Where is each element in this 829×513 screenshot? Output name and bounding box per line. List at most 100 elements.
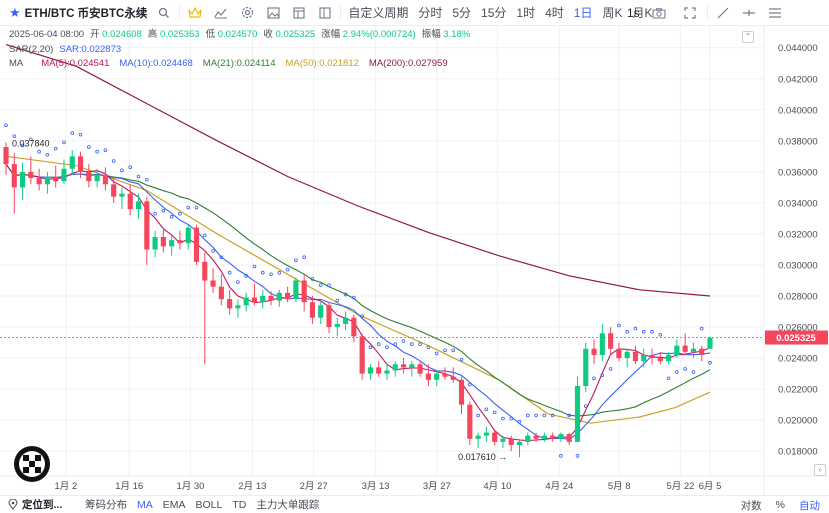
interval-week[interactable]: 周K bbox=[602, 6, 623, 20]
sar-dot bbox=[434, 351, 439, 356]
sar-dot bbox=[310, 277, 315, 281]
candle-body bbox=[210, 280, 216, 287]
candle-body bbox=[44, 176, 50, 185]
candle-body bbox=[467, 404, 473, 439]
sar-dots bbox=[4, 123, 712, 458]
candle-body bbox=[202, 261, 208, 281]
top-toolbar: ★ ETH/BTC 币安BTC永续 自定义周期 分时 5分 15分 1时 4时 … bbox=[0, 0, 829, 26]
sar-dot bbox=[517, 419, 522, 424]
candle-body bbox=[500, 438, 506, 442]
sar-dot bbox=[285, 267, 290, 272]
price-axis: 0.044000 0.042000 0.040000 0.038000 0.036000… bbox=[763, 26, 818, 495]
interval-timeshare[interactable]: 分时 bbox=[418, 6, 443, 20]
sar-indicator-name[interactable]: SAR(2,20) bbox=[9, 43, 54, 55]
chart-grid bbox=[0, 26, 764, 476]
ma200-value: MA(200):0.027959 bbox=[368, 58, 448, 69]
large-order-tracking-toggle[interactable]: 主力大单跟踪 bbox=[256, 499, 320, 511]
td-toggle[interactable]: TD bbox=[232, 498, 247, 511]
sar-dot bbox=[219, 255, 224, 260]
indicator-icon[interactable] bbox=[208, 0, 234, 26]
sar-dot bbox=[12, 134, 17, 138]
sar-dot bbox=[658, 332, 663, 337]
change-label: 涨幅 bbox=[321, 29, 341, 40]
sar-dot bbox=[641, 329, 646, 334]
candle-body bbox=[152, 237, 158, 250]
sar-dot bbox=[600, 373, 605, 377]
low-label: 低 bbox=[205, 29, 216, 40]
candle-body bbox=[293, 280, 299, 300]
sar-dot bbox=[186, 205, 191, 210]
candle-body bbox=[400, 364, 407, 368]
candle-body bbox=[343, 317, 349, 324]
locate-date-button[interactable]: 定位到... bbox=[0, 497, 80, 512]
candle-body bbox=[169, 240, 175, 247]
sar-dot bbox=[608, 367, 613, 371]
sar-dot bbox=[559, 454, 563, 458]
sar-dot bbox=[451, 348, 456, 353]
high-annotation: 0.037840 bbox=[12, 138, 50, 148]
ma50-value: MA(50):0.021812 bbox=[285, 58, 359, 69]
sar-dot bbox=[178, 211, 182, 216]
interval-5m[interactable]: 5分 bbox=[452, 6, 472, 20]
sar-dot bbox=[145, 177, 149, 182]
checkered-logo-icon bbox=[19, 451, 45, 477]
fullscreen-icon[interactable] bbox=[677, 0, 703, 26]
interval-1d[interactable]: 1日 bbox=[573, 6, 593, 20]
candle-body bbox=[218, 286, 224, 300]
template-icon[interactable] bbox=[286, 0, 312, 26]
collapse-legend-button[interactable]: ⌃ bbox=[742, 31, 754, 43]
candlestick-chart[interactable]: 0.025325 0.037840 0.017610 → 0.044000 0.042… bbox=[0, 26, 829, 495]
interval-1h[interactable]: 1时 bbox=[516, 6, 536, 20]
horizontal-line-tool-icon[interactable] bbox=[736, 0, 762, 26]
sar-dot bbox=[418, 342, 422, 346]
image-icon[interactable] bbox=[260, 0, 286, 26]
search-icon[interactable] bbox=[151, 0, 177, 26]
sar-dot bbox=[708, 360, 712, 365]
sar-dot bbox=[650, 329, 654, 334]
amplitude-value: 3.18% bbox=[443, 29, 471, 40]
star-icon[interactable]: ★ bbox=[9, 4, 21, 20]
camera-icon[interactable] bbox=[646, 0, 672, 26]
sar-dot bbox=[4, 123, 8, 128]
candle-body bbox=[119, 193, 125, 197]
sar-dot bbox=[62, 140, 66, 145]
seconds-interval[interactable]: 1s bbox=[627, 6, 640, 20]
y-tick-label: 0.032000 bbox=[778, 229, 818, 240]
candle-body bbox=[69, 156, 75, 169]
interval-4h[interactable]: 4时 bbox=[545, 6, 564, 20]
sar-dot bbox=[153, 211, 157, 216]
candle-body bbox=[690, 348, 697, 352]
amplitude-label: 振幅 bbox=[421, 29, 441, 40]
symbol-selector[interactable]: ★ ETH/BTC 币安BTC永续 bbox=[0, 5, 147, 21]
log-scale-toggle[interactable]: 对数 bbox=[740, 499, 762, 512]
trendline-tool-icon[interactable] bbox=[710, 0, 736, 26]
auto-scale-toggle[interactable]: 自动 bbox=[799, 499, 820, 512]
interval-month[interactable]: 月K bbox=[632, 6, 653, 20]
crown-icon[interactable] bbox=[182, 0, 208, 26]
interval-15m[interactable]: 15分 bbox=[481, 6, 507, 20]
chip-distribution-toggle[interactable]: 筹码分布 bbox=[85, 499, 127, 511]
candle-body bbox=[28, 171, 34, 179]
sar-dot bbox=[111, 159, 116, 163]
sar-dot bbox=[443, 348, 447, 353]
chart-settings-button[interactable]: ‹ bbox=[814, 464, 826, 476]
layout-icon[interactable] bbox=[312, 0, 338, 26]
ma-indicator-name[interactable]: MA bbox=[9, 58, 24, 69]
settings-icon[interactable] bbox=[234, 0, 260, 26]
candle-body bbox=[682, 345, 688, 352]
menu-icon[interactable] bbox=[762, 0, 788, 26]
ema-toggle[interactable]: EMA bbox=[162, 498, 186, 511]
sar-dot bbox=[476, 413, 480, 418]
percent-scale-toggle[interactable]: % bbox=[775, 499, 785, 511]
boll-toggle[interactable]: BOLL bbox=[195, 498, 223, 511]
sar-dot bbox=[128, 165, 133, 170]
sar-dot bbox=[236, 280, 240, 284]
sar-dot bbox=[45, 152, 50, 157]
custom-period[interactable]: 自定义周期 bbox=[348, 6, 409, 20]
sar-dot bbox=[468, 382, 472, 387]
exchange-logo[interactable] bbox=[14, 446, 50, 482]
ma-toggle[interactable]: MA bbox=[137, 498, 153, 511]
candle-body bbox=[599, 333, 605, 355]
sar-dot bbox=[302, 255, 306, 260]
sar-dot bbox=[385, 345, 389, 350]
